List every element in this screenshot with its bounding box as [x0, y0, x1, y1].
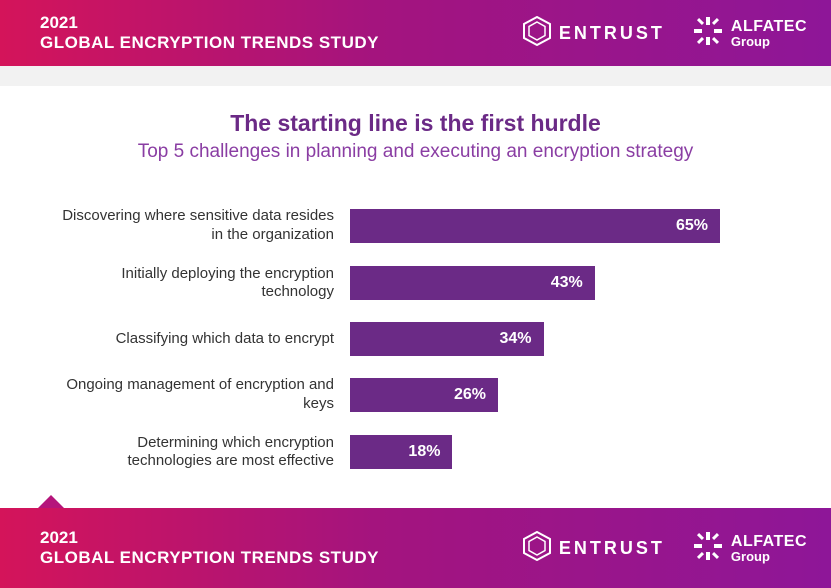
bar: 34% [350, 322, 544, 356]
bar-track: 26% [350, 378, 720, 412]
top-banner: 2021 GLOBAL ENCRYPTION TRENDS STUDY ENTR… [0, 0, 831, 66]
banner-logos: ENTRUST ALFATEC [523, 16, 807, 51]
bar-label: Classifying which data to encrypt [50, 330, 350, 349]
banner-logos: ENTRUST ALFATEC [523, 531, 807, 566]
chart-area: The starting line is the first hurdle To… [0, 86, 831, 508]
banner-year: 2021 [40, 528, 523, 548]
entrust-wordmark: ENTRUST [559, 23, 665, 44]
bar-row: Discovering where sensitive data resides… [50, 207, 781, 245]
bar-label: Discovering where sensitive data resides… [50, 207, 350, 245]
chart-subtitle: Top 5 challenges in planning and executi… [50, 141, 781, 163]
bar-row: Initially deploying the encryption techn… [50, 265, 781, 303]
bar-value: 26% [454, 386, 486, 404]
bar-label: Ongoing management of encryption and key… [50, 376, 350, 414]
pointer-icon [38, 495, 64, 508]
bar: 26% [350, 378, 498, 412]
bar-value: 34% [500, 330, 532, 348]
alfatec-name: ALFATEC [731, 534, 807, 550]
alfatec-group: Group [731, 550, 807, 563]
entrust-logo: ENTRUST [523, 16, 665, 51]
banner-text: 2021 GLOBAL ENCRYPTION TRENDS STUDY [40, 528, 523, 568]
chart-title: The starting line is the first hurdle [50, 110, 781, 137]
bar-label: Initially deploying the encryption techn… [50, 265, 350, 303]
banner-title: GLOBAL ENCRYPTION TRENDS STUDY [40, 548, 523, 568]
bar-track: 34% [350, 322, 720, 356]
bar-track: 65% [350, 209, 720, 243]
bar-track: 43% [350, 266, 720, 300]
banner-text: 2021 GLOBAL ENCRYPTION TRENDS STUDY [40, 13, 523, 53]
bar-value: 18% [408, 443, 440, 461]
banner-title: GLOBAL ENCRYPTION TRENDS STUDY [40, 33, 523, 53]
alfatec-group: Group [731, 35, 807, 48]
separator-stripe [0, 66, 831, 86]
hexagon-icon [523, 16, 551, 51]
alfatec-text: ALFATEC Group [731, 19, 807, 48]
entrust-wordmark: ENTRUST [559, 538, 665, 559]
banner-year: 2021 [40, 13, 523, 33]
bar-row: Classifying which data to encrypt 34% [50, 322, 781, 356]
bar-value: 43% [551, 274, 583, 292]
bar: 43% [350, 266, 595, 300]
alfatec-logo: ALFATEC Group [693, 16, 807, 51]
bar-label: Determining which encryption technologie… [50, 434, 350, 472]
bar-list: Discovering where sensitive data resides… [50, 207, 781, 471]
sunburst-icon [693, 531, 723, 566]
bottom-banner: 2021 GLOBAL ENCRYPTION TRENDS STUDY ENTR… [0, 508, 831, 588]
bar-value: 65% [676, 217, 708, 235]
alfatec-text: ALFATEC Group [731, 534, 807, 563]
bar-row: Ongoing management of encryption and key… [50, 376, 781, 414]
bar-track: 18% [350, 435, 720, 469]
bar-row: Determining which encryption technologie… [50, 434, 781, 472]
sunburst-icon [693, 16, 723, 51]
entrust-logo: ENTRUST [523, 531, 665, 566]
alfatec-logo: ALFATEC Group [693, 531, 807, 566]
bar: 18% [350, 435, 452, 469]
bar: 65% [350, 209, 720, 243]
alfatec-name: ALFATEC [731, 19, 807, 35]
hexagon-icon [523, 531, 551, 566]
